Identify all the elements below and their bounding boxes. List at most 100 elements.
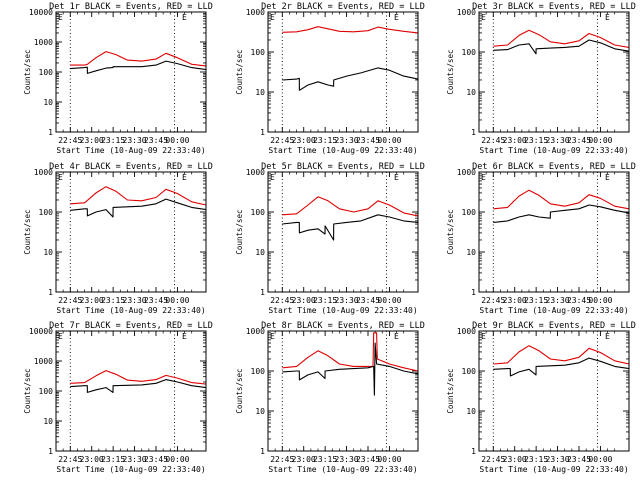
series-line-events bbox=[282, 214, 419, 241]
series-line-lld bbox=[282, 26, 419, 34]
x-tick-label: 23:30 bbox=[123, 296, 147, 305]
x-tick-label: 23:00 bbox=[292, 455, 316, 464]
series-line-lld bbox=[282, 196, 419, 217]
series-line-events bbox=[70, 60, 207, 74]
x-tick-label: 23:45 bbox=[356, 296, 380, 305]
detector-panel-2: Det 2r BLACK = Events, RED = LLD 1 10 100 10… bbox=[235, 2, 425, 155]
x-tick-label: 23:30 bbox=[335, 296, 359, 305]
x-tick-label: 23:45 bbox=[144, 296, 168, 305]
series-line-events bbox=[493, 357, 630, 377]
y-tick-label: 100 bbox=[39, 387, 54, 396]
x-axis-title: Start Time (10-Aug-09 22:33:40) bbox=[56, 465, 205, 474]
y-tick-label: 10 bbox=[466, 407, 476, 416]
x-tick-label: 00:00 bbox=[377, 296, 401, 305]
y-tick-label: 1 bbox=[471, 128, 476, 137]
x-tick-label: 22:45 bbox=[270, 296, 294, 305]
panel-title: Det 9r BLACK = Events, RED = LLD bbox=[472, 321, 636, 331]
x-tick-label: 23:00 bbox=[292, 136, 316, 145]
y-tick-label: 1000 bbox=[34, 38, 53, 47]
corner-marker: E bbox=[481, 13, 486, 22]
x-tick-label: 23:15 bbox=[101, 455, 125, 464]
x-tick-label: 23:30 bbox=[546, 296, 570, 305]
corner-marker: E bbox=[58, 13, 63, 22]
detector-panel-6: Det 6r BLACK = Events, RED = LLD 1 10 100 10… bbox=[446, 162, 636, 315]
plot-frame bbox=[55, 11, 207, 133]
x-tick-label: 23:15 bbox=[101, 136, 125, 145]
detector-panel-9: Det 9r BLACK = Events, RED = LLD 1 10 100 10… bbox=[446, 321, 636, 474]
series-line-lld bbox=[70, 370, 207, 385]
panel-title: Det 1r BLACK = Events, RED = LLD bbox=[49, 2, 213, 12]
y-tick-label: 1000 bbox=[246, 8, 265, 17]
series-line-lld bbox=[493, 189, 630, 210]
x-tick-label: 22:45 bbox=[481, 455, 505, 464]
y-tick-label: 1 bbox=[48, 288, 53, 297]
x-tick-label: 00:00 bbox=[377, 136, 401, 145]
y-tick-label: 100 bbox=[462, 208, 477, 217]
corner-marker: E bbox=[394, 173, 399, 182]
y-tick-label: 1000 bbox=[457, 8, 476, 17]
x-tick-label: 23:00 bbox=[503, 136, 527, 145]
y-tick-label: 10000 bbox=[29, 327, 53, 336]
plot-frame bbox=[267, 11, 419, 133]
y-tick-label: 10 bbox=[255, 88, 265, 97]
corner-marker: E bbox=[270, 173, 275, 182]
x-tick-label: 23:45 bbox=[356, 136, 380, 145]
plot-frame bbox=[55, 171, 207, 293]
x-tick-label: 00:00 bbox=[588, 455, 612, 464]
x-tick-label: 23:30 bbox=[123, 136, 147, 145]
x-tick-label: 23:30 bbox=[123, 455, 147, 464]
y-axis-title: Counts/sec bbox=[446, 368, 455, 413]
y-tick-label: 100 bbox=[251, 208, 266, 217]
y-axis-title: Counts/sec bbox=[446, 209, 455, 254]
x-tick-label: 23:15 bbox=[313, 136, 337, 145]
x-tick-label: 23:45 bbox=[144, 455, 168, 464]
corner-marker: E bbox=[270, 13, 275, 22]
series-line-events bbox=[282, 342, 419, 396]
y-tick-label: 1 bbox=[260, 128, 265, 137]
x-tick-label: 23:45 bbox=[567, 296, 591, 305]
x-tick-label: 00:00 bbox=[165, 455, 189, 464]
corner-marker: E bbox=[481, 173, 486, 182]
x-tick-label: 23:15 bbox=[524, 296, 548, 305]
x-axis-title: Start Time (10-Aug-09 22:33:40) bbox=[56, 306, 205, 315]
x-tick-label: 22:45 bbox=[270, 455, 294, 464]
series-line-lld bbox=[70, 51, 207, 67]
corner-marker: E bbox=[182, 332, 187, 341]
y-tick-label: 10 bbox=[255, 248, 265, 257]
x-tick-label: 00:00 bbox=[377, 455, 401, 464]
y-tick-label: 1 bbox=[471, 447, 476, 456]
y-tick-label: 100 bbox=[39, 68, 54, 77]
y-tick-label: 10 bbox=[255, 407, 265, 416]
corner-marker: E bbox=[481, 332, 486, 341]
corner-marker: E bbox=[605, 173, 610, 182]
plot-frame bbox=[267, 171, 419, 293]
y-tick-label: 10 bbox=[43, 98, 53, 107]
detector-panel-5: Det 5r BLACK = Events, RED = LLD 1 10 100 10… bbox=[235, 162, 425, 315]
corner-marker: E bbox=[605, 332, 610, 341]
y-tick-label: 100 bbox=[251, 367, 266, 376]
y-tick-label: 10 bbox=[43, 248, 53, 257]
y-tick-label: 1000 bbox=[246, 168, 265, 177]
y-axis-title: Counts/sec bbox=[446, 49, 455, 94]
panel-title: Det 5r BLACK = Events, RED = LLD bbox=[261, 162, 425, 172]
corner-marker: E bbox=[182, 173, 187, 182]
detector-panel-3: Det 3r BLACK = Events, RED = LLD 1 10 100 10… bbox=[446, 2, 636, 155]
x-tick-label: 22:45 bbox=[58, 296, 82, 305]
x-tick-label: 22:45 bbox=[58, 136, 82, 145]
x-tick-label: 23:00 bbox=[80, 296, 104, 305]
plot-frame bbox=[478, 330, 630, 452]
x-tick-label: 23:15 bbox=[313, 296, 337, 305]
x-axis-title: Start Time (10-Aug-09 22:33:40) bbox=[479, 306, 628, 315]
y-tick-label: 1000 bbox=[34, 168, 53, 177]
panel-title: Det 4r BLACK = Events, RED = LLD bbox=[49, 162, 213, 172]
y-axis-title: Counts/sec bbox=[23, 368, 32, 413]
x-tick-label: 00:00 bbox=[588, 136, 612, 145]
x-tick-label: 23:15 bbox=[313, 455, 337, 464]
series-line-lld bbox=[493, 29, 630, 48]
x-tick-label: 22:45 bbox=[58, 455, 82, 464]
y-tick-label: 10000 bbox=[29, 8, 53, 17]
detector-panel-4: Det 4r BLACK = Events, RED = LLD 1 10 100 10… bbox=[23, 162, 213, 315]
corner-marker: E bbox=[270, 332, 275, 341]
series-line-events bbox=[493, 39, 630, 55]
y-tick-label: 1 bbox=[260, 288, 265, 297]
